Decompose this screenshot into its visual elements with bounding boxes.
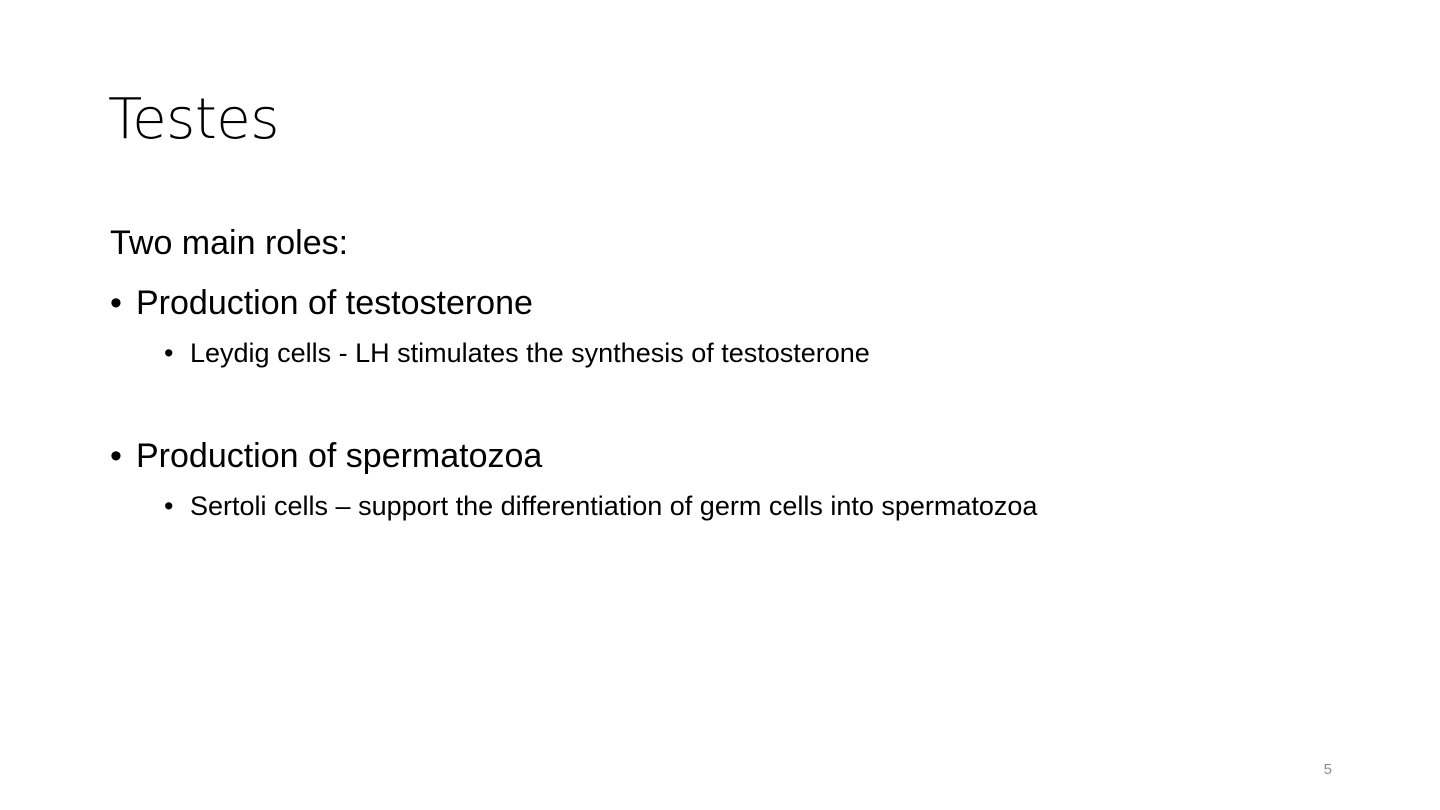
bullet-item: • Production of testosterone	[110, 282, 533, 324]
bullet-dot-icon: •	[110, 437, 122, 475]
slide-title: Testes	[108, 87, 279, 152]
bullet-text: Production of spermatozoa	[136, 437, 543, 475]
bullet-dot-icon: •	[110, 284, 122, 322]
bullet-item: • Production of spermatozoa	[110, 435, 542, 477]
sub-bullet-text: Leydig cells - LH stimulates the synthes…	[190, 338, 870, 368]
sub-bullet-item: • Leydig cells - LH stimulates the synthe…	[164, 336, 870, 370]
sub-bullet-item: • Sertoli cells – support the differentia…	[164, 489, 1037, 523]
intro-text: Two main roles:	[110, 224, 349, 262]
sub-bullet-text: Sertoli cells – support the differentiat…	[190, 491, 1038, 521]
bullet-dot-icon: •	[164, 491, 174, 521]
bullet-dot-icon: •	[164, 338, 174, 368]
page-number: 5	[1323, 761, 1332, 778]
bullet-text: Production of testosterone	[136, 284, 533, 322]
